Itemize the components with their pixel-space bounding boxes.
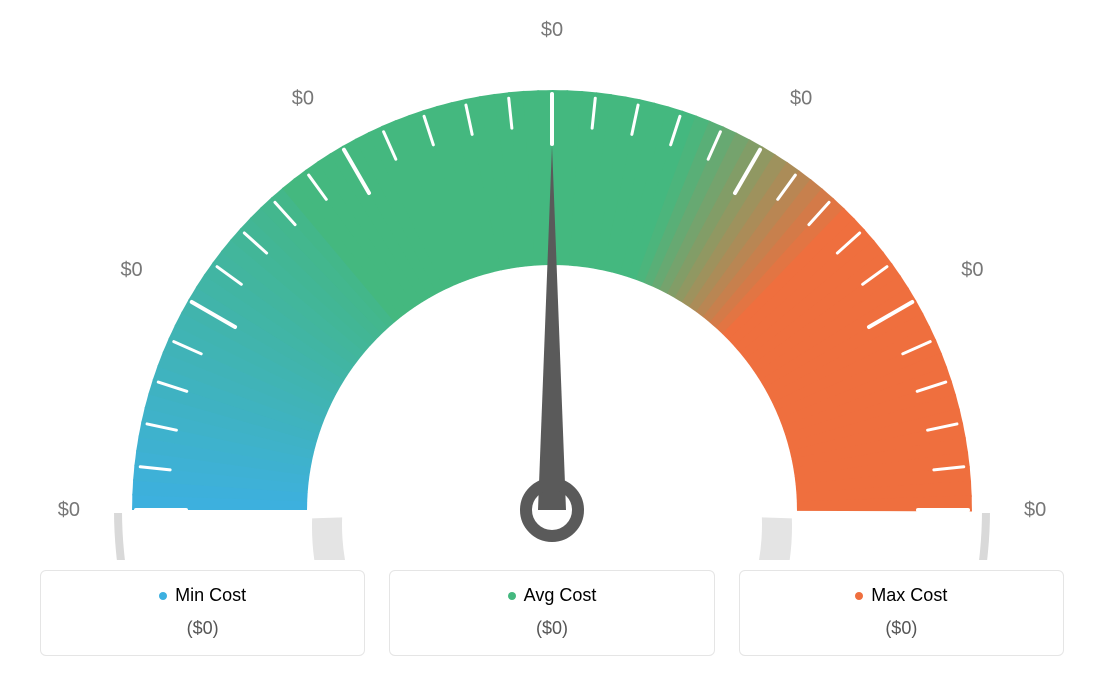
gauge-chart: $0 $0 $0 $0 $0 $0 $0 <box>0 0 1104 560</box>
legend-value-max: ($0) <box>758 618 1045 639</box>
legend-value-avg: ($0) <box>408 618 695 639</box>
gauge-tick-label: $0 <box>292 88 314 110</box>
legend-label-max: Max Cost <box>871 585 947 606</box>
gauge-tick-label: $0 <box>790 88 812 110</box>
legend-dot-avg <box>508 592 516 600</box>
gauge-tick-label: $0 <box>961 259 983 281</box>
legend-row: Min Cost ($0) Avg Cost ($0) Max Cost ($0… <box>0 570 1104 656</box>
legend-title-avg: Avg Cost <box>508 585 597 606</box>
legend-label-avg: Avg Cost <box>524 585 597 606</box>
legend-title-max: Max Cost <box>855 585 947 606</box>
legend-title-min: Min Cost <box>159 585 246 606</box>
legend-value-min: ($0) <box>59 618 346 639</box>
gauge-tick-label: $0 <box>58 499 80 521</box>
legend-card-avg: Avg Cost ($0) <box>389 570 714 656</box>
gauge-tick-label: $0 <box>120 259 142 281</box>
gauge-tick-label: $0 <box>1024 499 1046 521</box>
legend-label-min: Min Cost <box>175 585 246 606</box>
legend-card-min: Min Cost ($0) <box>40 570 365 656</box>
legend-dot-max <box>855 592 863 600</box>
gauge-svg: $0 $0 $0 $0 $0 $0 $0 <box>0 0 1104 560</box>
legend-dot-min <box>159 592 167 600</box>
gauge-tick-label: $0 <box>541 19 563 41</box>
legend-card-max: Max Cost ($0) <box>739 570 1064 656</box>
